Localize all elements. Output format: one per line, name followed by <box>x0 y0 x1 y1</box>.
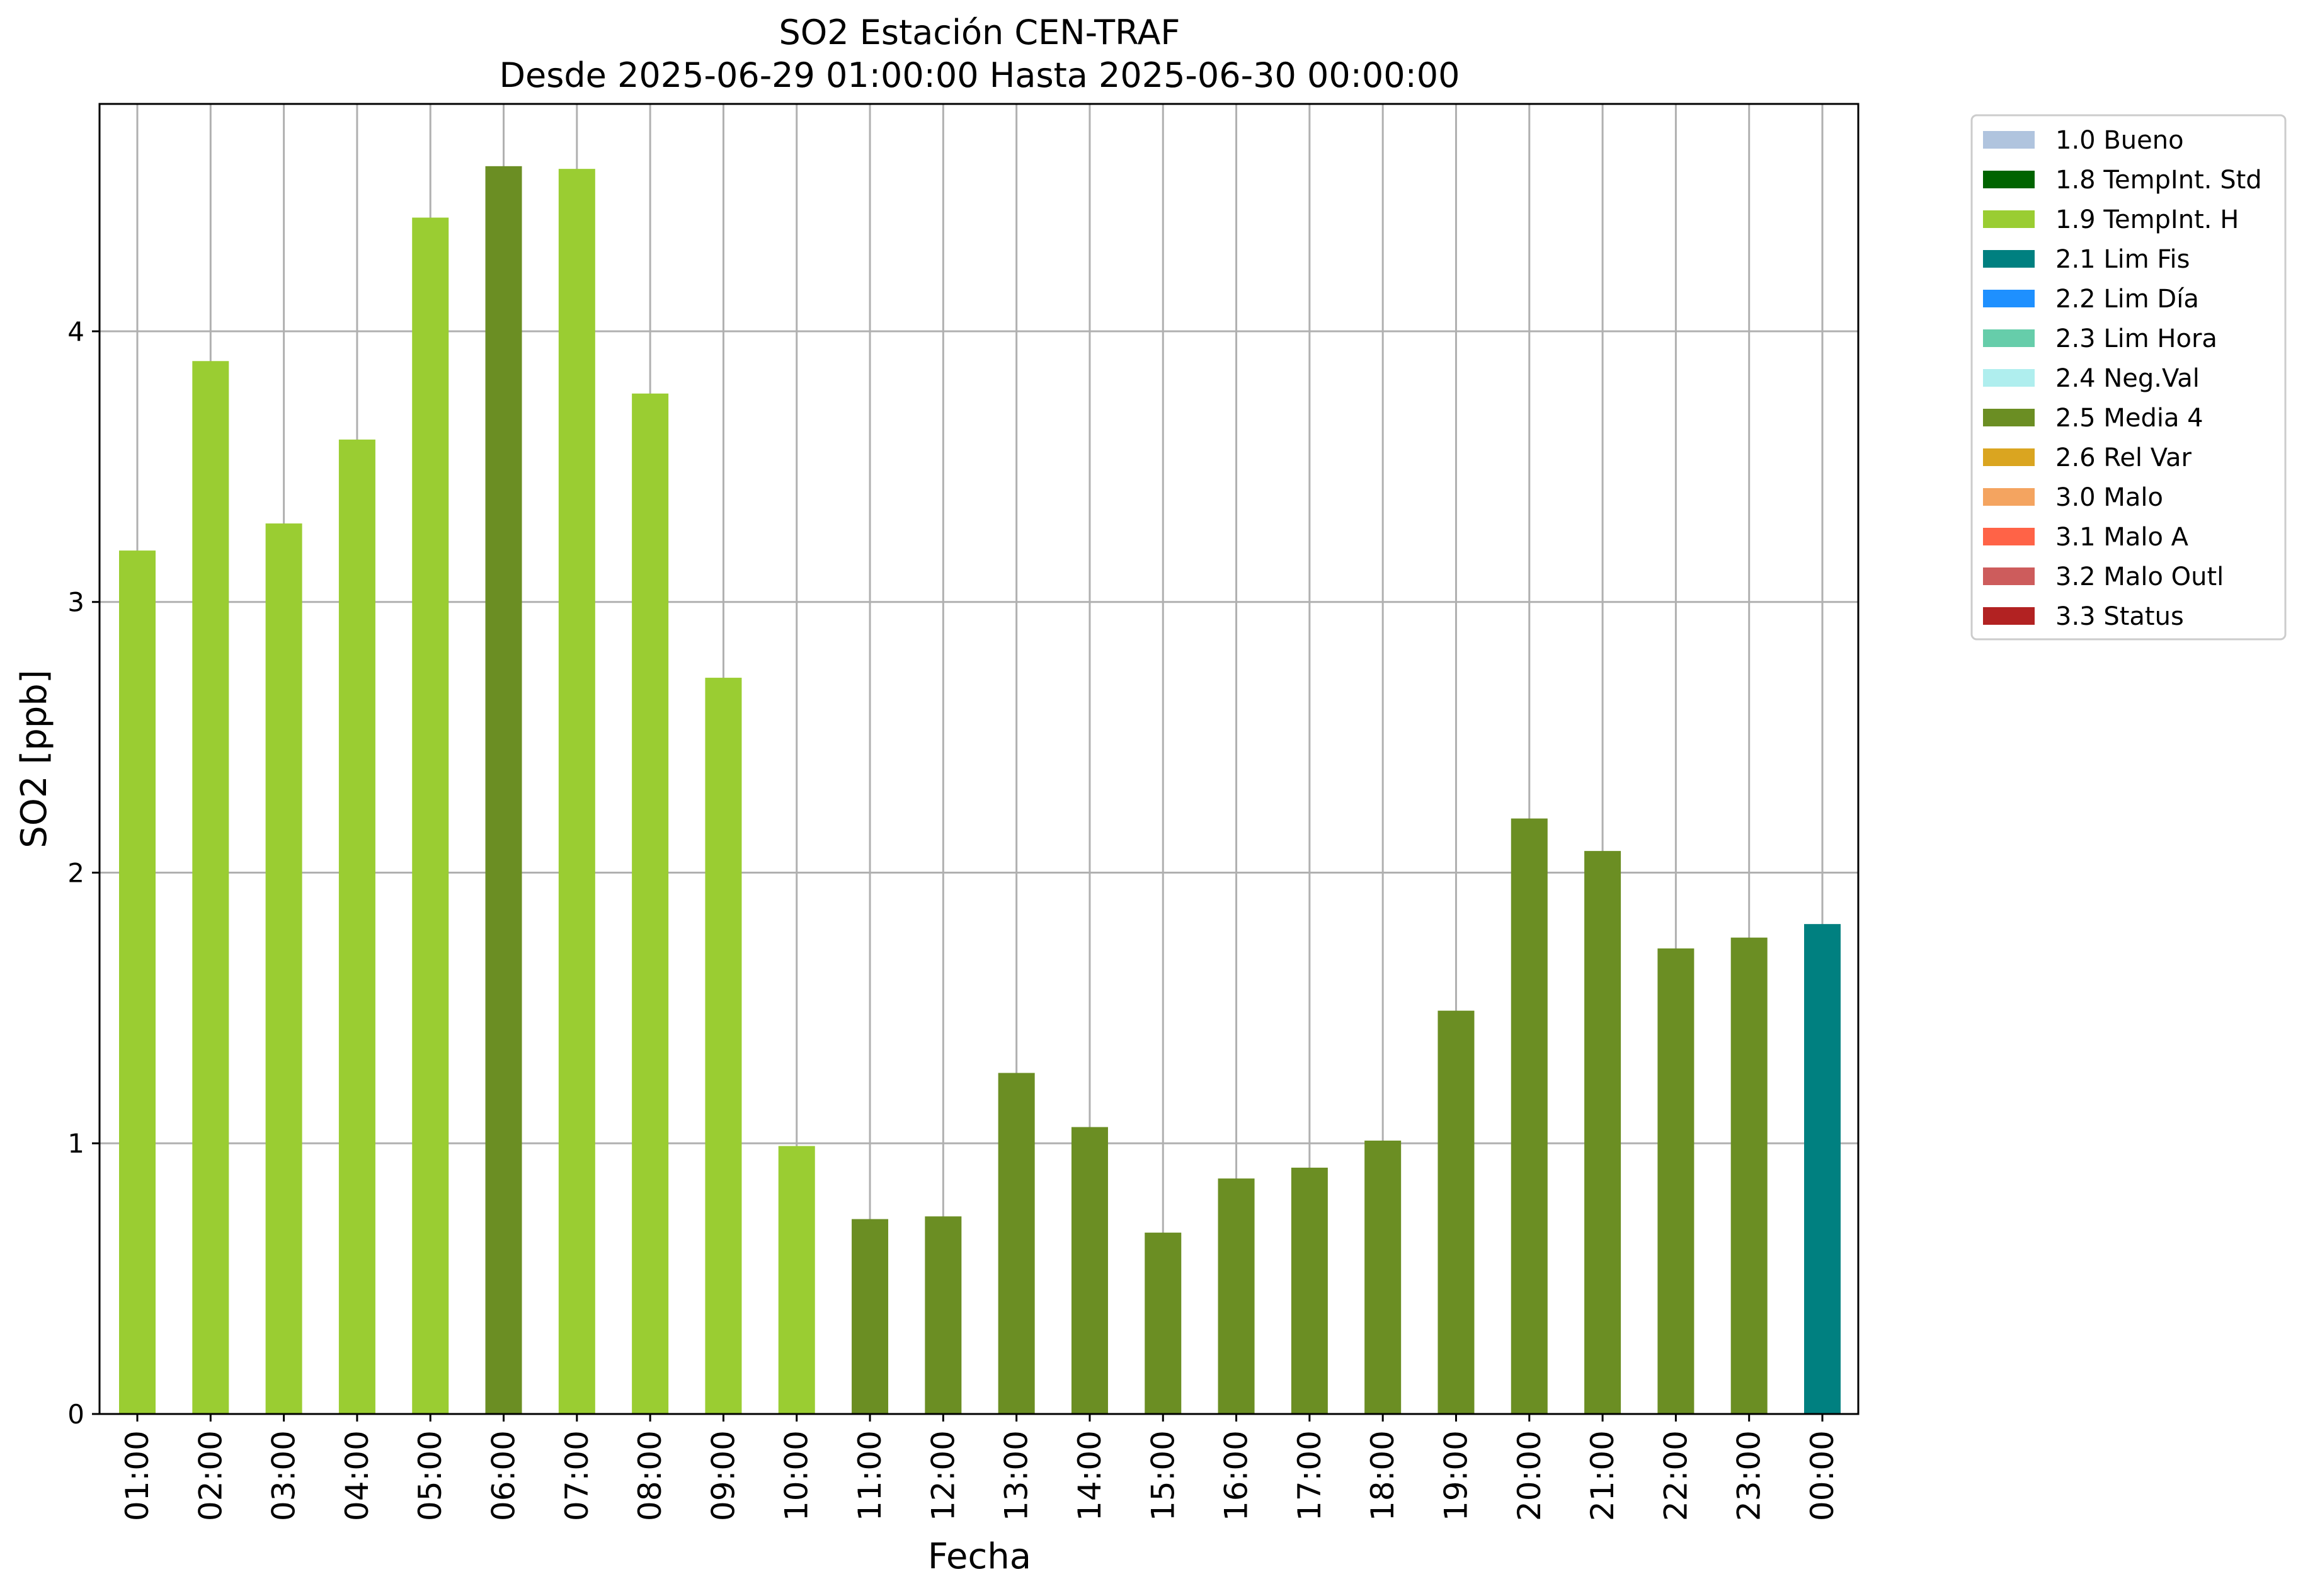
x-tick-label: 15:00 <box>1145 1430 1181 1521</box>
legend-frame <box>1970 114 2287 641</box>
x-tick-label: 00:00 <box>1804 1430 1841 1521</box>
bar <box>265 523 302 1414</box>
y-tick-label: 2 <box>67 857 84 888</box>
x-tick-label: 11:00 <box>852 1430 888 1521</box>
legend-label: 3.1 Malo A <box>2055 523 2189 552</box>
bar <box>119 550 156 1415</box>
bar <box>1145 1233 1182 1414</box>
legend-swatch <box>1983 409 2035 426</box>
x-tick-label: 04:00 <box>339 1430 375 1521</box>
legend-swatch <box>1983 250 2035 268</box>
y-tick-label: 4 <box>67 316 84 347</box>
bar <box>1218 1178 1255 1414</box>
legend-label: 2.3 Lim Hora <box>2055 324 2217 353</box>
legend-label: 1.8 TempInt. Std <box>2055 166 2262 195</box>
legend-swatch <box>1983 488 2035 506</box>
y-tick-label: 1 <box>67 1128 84 1159</box>
legend-label: 2.4 Neg.Val <box>2055 364 2200 393</box>
x-tick-label: 20:00 <box>1511 1430 1548 1521</box>
plot-frame <box>98 103 1860 1415</box>
legend-swatch <box>1983 171 2035 188</box>
x-tick-label: 21:00 <box>1584 1430 1621 1521</box>
legend-swatch <box>1983 329 2035 347</box>
y-tick-label: 0 <box>67 1399 84 1430</box>
bar <box>1804 924 1841 1414</box>
x-axis-label: Fecha <box>928 1536 1031 1577</box>
bar <box>1657 948 1694 1414</box>
legend-label: 1.9 TempInt. H <box>2055 205 2239 234</box>
legend-label: 3.3 Status <box>2055 602 2184 631</box>
bar <box>558 169 595 1414</box>
chart-subtitle: Desde 2025-06-29 01:00:00 Hasta 2025-06-… <box>499 55 1460 95</box>
legend-label: 3.0 Malo <box>2055 483 2163 512</box>
bar <box>705 678 742 1414</box>
legend-label: 3.2 Malo Outl <box>2055 562 2224 591</box>
legend-swatch <box>1983 567 2035 585</box>
y-tick-label: 3 <box>67 587 84 618</box>
bar <box>925 1216 962 1414</box>
x-tick-label: 09:00 <box>705 1430 741 1521</box>
x-tick-label: 14:00 <box>1071 1430 1108 1521</box>
x-tick-label: 12:00 <box>925 1430 961 1521</box>
bar <box>412 217 449 1415</box>
x-axis: 01:00 02:00 03:00 04:00 05:00 06:00 07:00 08:00… <box>119 1414 1841 1521</box>
bar <box>1730 937 1768 1414</box>
bar <box>998 1073 1035 1414</box>
bar <box>338 439 375 1414</box>
legend-label: 2.6 Rel Var <box>2055 443 2192 472</box>
bar <box>192 361 229 1415</box>
x-tick-label: 02:00 <box>192 1430 229 1521</box>
bar <box>1511 818 1548 1414</box>
legend-swatch <box>1983 131 2035 149</box>
chart-title: SO2 Estación CEN-TRAF <box>779 13 1180 52</box>
y-axis-label: SO2 [ppb] <box>14 670 55 848</box>
bar <box>632 393 669 1414</box>
x-tick-label: 13:00 <box>998 1430 1035 1521</box>
y-axis: 0 1 2 3 4 <box>67 316 100 1430</box>
x-tick-label: 19:00 <box>1437 1430 1474 1521</box>
bar <box>1364 1140 1402 1414</box>
bar <box>1071 1127 1108 1414</box>
legend-swatch <box>1983 369 2035 387</box>
x-tick-label: 17:00 <box>1291 1430 1328 1521</box>
legend-label: 2.5 Media 4 <box>2055 404 2203 433</box>
x-tick-label: 01:00 <box>119 1430 156 1521</box>
legend-swatch <box>1983 607 2035 625</box>
x-tick-label: 22:00 <box>1657 1430 1694 1521</box>
legend-swatch <box>1983 210 2035 228</box>
bar <box>778 1146 815 1414</box>
x-tick-label: 07:00 <box>559 1430 595 1521</box>
bar <box>485 166 522 1414</box>
x-tick-label: 06:00 <box>486 1430 522 1521</box>
x-tick-label: 08:00 <box>632 1430 668 1521</box>
bar <box>1584 851 1621 1414</box>
legend-label: 2.2 Lim Día <box>2055 285 2199 314</box>
legend: 1.0 Bueno 1.8 TempInt. Std 1.9 TempInt. H 2… <box>1970 114 2287 641</box>
x-tick-label: 10:00 <box>779 1430 815 1521</box>
bar <box>1291 1167 1328 1414</box>
legend-swatch <box>1983 528 2035 545</box>
x-tick-label: 05:00 <box>412 1430 449 1521</box>
bar <box>852 1219 889 1414</box>
x-tick-label: 16:00 <box>1218 1430 1255 1521</box>
legend-swatch <box>1983 290 2035 307</box>
bar <box>1437 1010 1475 1414</box>
bars <box>119 166 1841 1415</box>
x-tick-label: 18:00 <box>1364 1430 1401 1521</box>
legend-swatch <box>1983 448 2035 466</box>
legend-label: 1.0 Bueno <box>2055 126 2184 155</box>
legend-label: 2.1 Lim Fis <box>2055 245 2190 274</box>
x-tick-label: 03:00 <box>266 1430 302 1521</box>
x-tick-label: 23:00 <box>1731 1430 1768 1521</box>
